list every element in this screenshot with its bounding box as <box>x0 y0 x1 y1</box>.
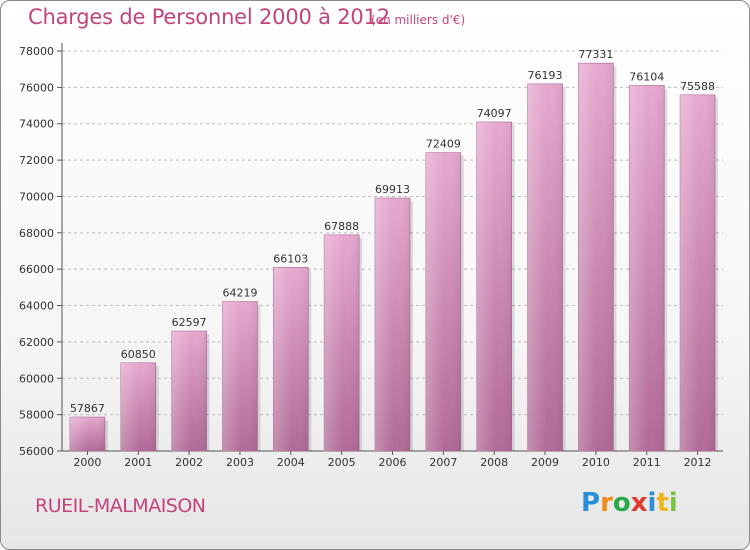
bar-highlight <box>527 83 563 451</box>
logo-letter: r <box>600 488 613 518</box>
data-labels: 57867 60850 62597 64219 66103 67888 69913 72409… <box>70 48 715 415</box>
data-label: 57867 <box>70 402 105 415</box>
y-tick-label: 68000 <box>19 227 54 240</box>
y-tick-label: 62000 <box>19 336 54 349</box>
y-tick-label: 72000 <box>19 154 54 167</box>
x-tick-label: 2000 <box>73 456 101 469</box>
data-label: 60850 <box>121 348 156 361</box>
data-label: 67888 <box>324 220 359 233</box>
data-label: 74097 <box>477 107 512 120</box>
data-label: 69913 <box>375 183 410 196</box>
x-tick-label: 2001 <box>124 456 152 469</box>
bar-highlight <box>629 85 665 452</box>
x-tick-label: 2011 <box>633 456 661 469</box>
city-name: RUEIL-MALMAISON <box>35 495 206 517</box>
bar-highlight <box>273 267 309 451</box>
y-tick-label: 56000 <box>19 445 54 458</box>
x-tick-label: 2012 <box>684 456 712 469</box>
x-tick-label: 2006 <box>379 456 407 469</box>
logo-letter: o <box>612 488 631 518</box>
data-label: 77331 <box>578 48 613 61</box>
data-label: 64219 <box>222 287 257 300</box>
y-tick-label: 66000 <box>19 263 54 276</box>
bar-highlight <box>69 417 105 451</box>
x-tick-label: 2007 <box>429 456 457 469</box>
chart-title: Charges de Personnel 2000 à 2012 <box>28 5 390 29</box>
bars <box>69 62 719 452</box>
y-tick-label: 70000 <box>19 190 54 203</box>
y-tick-label: 78000 <box>19 45 54 58</box>
bar-highlight <box>120 362 156 451</box>
x-tick-label: 2002 <box>175 456 203 469</box>
logo-letter: i <box>668 488 678 518</box>
x-tick-label: 2004 <box>277 456 305 469</box>
x-tick-label: 2010 <box>582 456 610 469</box>
logo-letter: P <box>581 488 601 518</box>
data-label: 66103 <box>273 252 308 265</box>
proxiti-logo: Proxiti <box>581 488 678 518</box>
bar-highlight <box>222 301 258 451</box>
logo-letter: t <box>656 488 669 518</box>
y-tick-label: 60000 <box>19 372 54 385</box>
y-tick-label: 76000 <box>19 81 54 94</box>
y-tick-labels: 56000 58000 60000 62000 64000 66000 68000 70000… <box>19 45 54 458</box>
data-label: 75588 <box>680 80 715 93</box>
logo-letter: x <box>630 488 648 518</box>
y-tick-label: 58000 <box>19 409 54 422</box>
bar-highlight <box>375 198 410 451</box>
data-label: 62597 <box>172 316 207 329</box>
logo-letter: i <box>647 488 657 518</box>
x-tick-label: 2005 <box>328 456 356 469</box>
bar-highlight <box>324 234 360 451</box>
data-label: 76104 <box>629 70 664 83</box>
data-label: 72409 <box>426 138 461 151</box>
y-tick-label: 74000 <box>19 118 54 131</box>
bar-highlight <box>578 63 614 451</box>
bar-highlight <box>425 152 461 451</box>
x-tick-label: 2008 <box>480 456 508 469</box>
x-tick-label: 2003 <box>226 456 254 469</box>
y-tick-label: 64000 <box>19 300 54 313</box>
bar-highlight <box>171 331 207 451</box>
data-label: 76193 <box>528 69 563 82</box>
bar-highlight <box>476 121 512 452</box>
x-tick-label: 2009 <box>531 456 559 469</box>
bar-highlight <box>680 94 716 451</box>
x-tick-labels: 2000 2001 2002 2003 2004 2005 2006 2007 2008 2009… <box>73 456 711 469</box>
chart-subtitle: (en milliers d'€) <box>371 13 466 27</box>
